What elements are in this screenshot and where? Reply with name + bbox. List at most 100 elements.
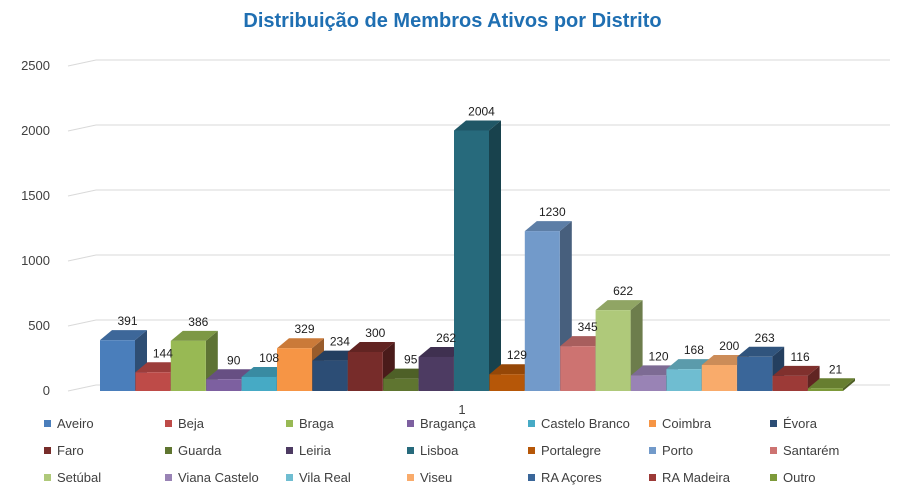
legend-swatch <box>44 419 51 427</box>
data-label: 391 <box>117 314 137 328</box>
legend-swatch <box>286 419 293 427</box>
legend-label: Leiria <box>299 442 331 458</box>
bar-front <box>631 375 666 391</box>
data-label: 329 <box>294 322 314 336</box>
legend-item: Viana Castelo <box>165 468 286 486</box>
legend-item: Outro <box>770 468 891 486</box>
legend-label: Viana Castelo <box>178 469 259 485</box>
legend-label: RA Açores <box>541 469 602 485</box>
legend-item: Portalegre <box>528 441 649 459</box>
legend-label: Vila Real <box>299 469 351 485</box>
bar-top <box>454 120 501 131</box>
legend-item: Évora <box>770 414 891 432</box>
data-labels: 391 144 386 90 108 329 234 300 95 262 2004 129 1230 3… <box>117 104 842 376</box>
x-axis-ticks: 1 <box>458 402 465 417</box>
bar-front <box>666 369 702 391</box>
bar-front <box>241 376 277 391</box>
legend-label: Setúbal <box>57 469 102 485</box>
legend-label: Coimbra <box>662 415 712 431</box>
gridline-side <box>67 319 97 327</box>
legend-item: Beja <box>165 414 286 432</box>
legend-label: Porto <box>662 442 694 458</box>
legend-swatch <box>407 446 414 454</box>
data-label: 120 <box>648 349 668 363</box>
bar-top <box>312 350 360 361</box>
bar-top <box>347 342 395 352</box>
legend-item: Leiria <box>286 441 407 459</box>
y-tick-label: 500 <box>28 318 50 333</box>
legend-item: Castelo Branco <box>528 414 649 432</box>
data-label: 90 <box>227 353 241 367</box>
bar-lisboa <box>454 120 501 392</box>
bar-front <box>347 352 383 391</box>
bar-top <box>524 221 572 232</box>
bar-side <box>489 120 501 391</box>
bar-front <box>383 378 419 391</box>
bar-top <box>170 330 218 341</box>
data-label: 108 <box>259 351 279 365</box>
legend-swatch <box>286 446 293 454</box>
legend-item: Lisboa <box>407 441 528 459</box>
legend-label: Évora <box>783 415 817 431</box>
bar-top <box>277 338 324 349</box>
bar-front <box>560 346 596 391</box>
legend-swatch <box>407 473 414 481</box>
y-tick-label: 0 <box>43 383 50 398</box>
bar-front <box>772 375 808 391</box>
legend-label: RA Madeira <box>662 469 730 485</box>
legend-swatch <box>770 419 777 427</box>
data-label: 2004 <box>468 104 495 118</box>
legend-item: Viseu <box>407 468 528 486</box>
legend-label: Beja <box>178 415 205 431</box>
legend-swatch <box>407 419 414 427</box>
bar-front <box>595 310 631 391</box>
y-tick-label: 1500 <box>21 188 50 203</box>
gridline-side <box>67 59 97 67</box>
legend-swatch <box>770 446 777 454</box>
legend-item: Porto <box>649 441 770 459</box>
legend-label: Castelo Branco <box>541 415 630 431</box>
data-label: 200 <box>719 339 739 353</box>
legend-label: Portalegre <box>541 442 601 458</box>
legend-label: Aveiro <box>57 415 94 431</box>
bar-front <box>524 231 560 391</box>
gridline-side <box>67 254 97 262</box>
legend-swatch <box>44 446 51 454</box>
bar-top <box>489 364 537 375</box>
bar-top <box>772 365 820 376</box>
legend-swatch <box>649 419 656 427</box>
y-tick-label: 1000 <box>21 253 50 268</box>
legend-label: Braga <box>299 415 334 431</box>
bar-top <box>737 346 785 357</box>
bar-top <box>383 368 431 379</box>
legend-label: Lisboa <box>420 442 459 458</box>
bar-side <box>807 365 820 391</box>
legend-swatch <box>770 473 777 481</box>
bar-front <box>454 130 489 392</box>
bar-outro <box>808 378 855 391</box>
legend-item: RA Açores <box>528 468 649 486</box>
data-label: 622 <box>613 284 633 298</box>
bar-top <box>135 362 183 373</box>
data-label: 300 <box>365 326 385 340</box>
bar-top <box>666 359 714 370</box>
gridline-side <box>67 384 97 392</box>
data-label: 345 <box>578 320 598 334</box>
legend-item: Coimbra <box>649 414 770 432</box>
legend-label: Viseu <box>420 469 453 485</box>
bar-top <box>560 336 608 347</box>
x-tick-label: 1 <box>458 402 465 417</box>
data-label: 95 <box>404 353 418 367</box>
data-label: 263 <box>755 331 775 345</box>
legend-label: Faro <box>57 442 84 458</box>
legend-item: Santarém <box>770 441 891 459</box>
data-label: 144 <box>153 346 173 360</box>
chart-title: Distribuição de Membros Ativos por Distr… <box>243 10 662 32</box>
legend-item: Faro <box>44 441 165 459</box>
bar-top <box>100 330 147 341</box>
bar-aveiro <box>100 330 147 391</box>
bar-front <box>277 348 312 391</box>
bar-front <box>206 379 242 391</box>
bar-front <box>135 372 171 391</box>
